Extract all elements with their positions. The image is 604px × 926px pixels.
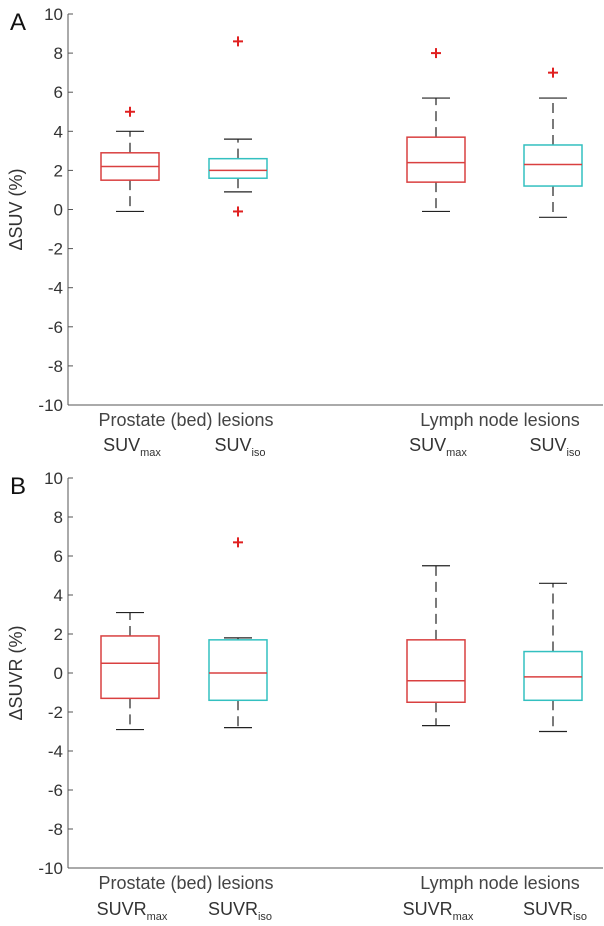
category-subscript: iso bbox=[251, 447, 265, 459]
category-subscript: max bbox=[446, 447, 467, 459]
iqr-box bbox=[100, 635, 160, 700]
outlier-marker bbox=[233, 206, 243, 217]
category-subscript: iso bbox=[573, 911, 587, 923]
y-tick-label: 8 bbox=[54, 44, 63, 63]
panel-b: -10 -8 -6 -4 -2 0 2 4 6 8 10 B ΔSUVR (%) Prostate (be… bbox=[6, 469, 603, 923]
category-label: SUVmax bbox=[409, 435, 467, 459]
y-tick-label: 6 bbox=[54, 547, 63, 566]
y-tick-label: 10 bbox=[44, 469, 63, 488]
outlier-marker bbox=[125, 106, 135, 117]
category-subscript: iso bbox=[258, 911, 272, 923]
category-label: SUViso bbox=[529, 435, 580, 459]
panel-label: B bbox=[10, 473, 26, 500]
y-tick-label: -4 bbox=[48, 742, 63, 761]
y-tick-label: 4 bbox=[54, 586, 63, 605]
category-label: SUVRmax bbox=[97, 899, 168, 923]
y-axis-label: ΔSUV (%) bbox=[6, 168, 26, 250]
box-3: SUVmax bbox=[406, 48, 467, 459]
y-tick-label: -2 bbox=[48, 703, 63, 722]
outlier-marker bbox=[431, 48, 441, 59]
category-main: SUVR bbox=[97, 899, 147, 919]
box-2: SUVRiso bbox=[208, 537, 272, 923]
box-1: SUVRmax bbox=[97, 611, 168, 923]
group-label: Lymph node lesions bbox=[420, 873, 579, 893]
iqr-box bbox=[208, 157, 268, 179]
category-subscript: max bbox=[453, 911, 474, 923]
category-main: SUVR bbox=[208, 899, 258, 919]
y-tick-label: 2 bbox=[54, 625, 63, 644]
category-label: SUVmax bbox=[103, 435, 161, 459]
box-1: SUVmax bbox=[100, 106, 161, 459]
category-label: SUVRmax bbox=[403, 899, 474, 923]
iqr-box bbox=[523, 144, 583, 187]
category-main: SUV bbox=[103, 435, 140, 455]
category-main: SUV bbox=[214, 435, 251, 455]
category-label: SUVRiso bbox=[208, 899, 272, 923]
category-main: SUV bbox=[529, 435, 566, 455]
group-label: Lymph node lesions bbox=[420, 410, 579, 430]
category-label: SUViso bbox=[214, 435, 265, 459]
category-main: SUVR bbox=[403, 899, 453, 919]
category-label: SUVRiso bbox=[523, 899, 587, 923]
y-tick-label: 8 bbox=[54, 508, 63, 527]
category-main: SUV bbox=[409, 435, 446, 455]
y-tick-label: -8 bbox=[48, 357, 63, 376]
y-tick-label: 10 bbox=[44, 5, 63, 24]
panel-a: -10 -8 -6 -4 -2 0 2 4 6 8 10 A ΔSUV (%) Prostate (bed… bbox=[6, 5, 603, 459]
y-tick-label: -4 bbox=[48, 279, 63, 298]
y-tick-label: 0 bbox=[54, 201, 63, 220]
y-tick-label: 4 bbox=[54, 122, 63, 141]
iqr-box bbox=[406, 639, 466, 703]
outlier-marker bbox=[548, 67, 558, 78]
group-label: Prostate (bed) lesions bbox=[98, 410, 273, 430]
y-tick-label: -10 bbox=[38, 859, 63, 878]
iqr-box bbox=[523, 650, 583, 702]
y-tick-label: -2 bbox=[48, 240, 63, 259]
y-tick-label: 6 bbox=[54, 83, 63, 102]
y-tick-label: -10 bbox=[38, 396, 63, 415]
box-4: SUViso bbox=[523, 67, 583, 459]
y-tick-label: 0 bbox=[54, 664, 63, 683]
iqr-box bbox=[406, 136, 466, 183]
y-tick-label: 2 bbox=[54, 161, 63, 180]
box-4: SUVRiso bbox=[523, 582, 587, 923]
iqr-box bbox=[208, 639, 268, 702]
y-tick-label: -6 bbox=[48, 318, 63, 337]
category-subscript: iso bbox=[566, 447, 580, 459]
category-subscript: max bbox=[140, 447, 161, 459]
box-3: SUVRmax bbox=[403, 565, 474, 923]
panel-label: A bbox=[10, 9, 26, 36]
box-2: SUViso bbox=[208, 36, 268, 459]
y-tick-label: -6 bbox=[48, 781, 63, 800]
y-tick-label: -8 bbox=[48, 820, 63, 839]
category-main: SUVR bbox=[523, 899, 573, 919]
outlier-marker bbox=[233, 36, 243, 47]
y-axis-label: ΔSUVR (%) bbox=[6, 625, 26, 720]
outlier-marker bbox=[233, 537, 243, 548]
category-subscript: max bbox=[147, 911, 168, 923]
group-label: Prostate (bed) lesions bbox=[98, 873, 273, 893]
